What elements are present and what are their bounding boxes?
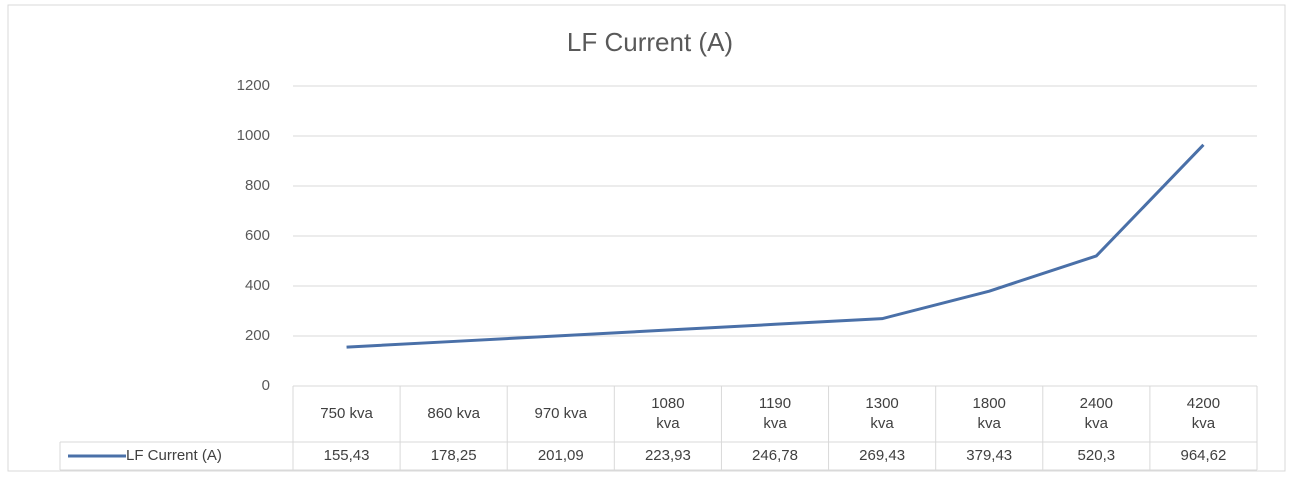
y-tick-label: 1000 (237, 127, 270, 144)
data-table-value: 155,43 (293, 442, 400, 470)
data-table-value: 223,93 (614, 442, 721, 470)
category-label: 2400 kva (1043, 386, 1150, 442)
data-table-value-text: 269,43 (859, 447, 906, 464)
y-tick-label: 200 (245, 327, 270, 344)
data-table-value-text: 178,25 (430, 447, 477, 464)
category-label: 1800 kva (936, 386, 1043, 442)
category-label-text: 1800 kva (972, 395, 1006, 432)
data-table-value-text: 223,93 (644, 447, 691, 464)
category-label: 4200 kva (1150, 386, 1257, 442)
data-table-value: 269,43 (829, 442, 936, 470)
data-table-value-text: 201,09 (537, 447, 584, 464)
category-label: 1300 kva (829, 386, 936, 442)
data-table-value: 178,25 (400, 442, 507, 470)
chart-border (7, 4, 1286, 472)
data-table-value: 201,09 (507, 442, 614, 470)
category-label: 1190 kva (721, 386, 828, 442)
data-table-value: 379,43 (936, 442, 1043, 470)
data-table-value-text: 379,43 (966, 447, 1013, 464)
data-table-value: 520,3 (1043, 442, 1150, 470)
category-label-text: 4200 kva (1186, 395, 1221, 432)
data-table-value: 246,78 (721, 442, 828, 470)
category-label: 970 kva (507, 386, 614, 442)
y-tick-label: 1200 (237, 77, 270, 94)
y-tick-label: 400 (245, 277, 270, 294)
legend-label: LF Current (A) (126, 442, 293, 470)
category-label-text: 970 kva (534, 405, 588, 422)
data-table-value-text: 964,62 (1180, 447, 1227, 464)
data-table-value-text: 246,78 (752, 447, 798, 464)
y-tick-label: 600 (245, 227, 270, 244)
y-tick-label: 800 (245, 177, 270, 194)
category-label-text: 860 kva (427, 405, 480, 422)
category-label-text: 750 kva (320, 405, 373, 422)
y-tick-label: 0 (262, 377, 270, 394)
category-label-text: 1080 kva (651, 395, 685, 432)
data-table-value-text: 520,3 (1077, 447, 1116, 464)
data-table-value: 964,62 (1150, 442, 1257, 470)
chart-title: LF Current (A) (567, 27, 733, 57)
legend-label-text: LF Current (A) (126, 447, 222, 464)
series-line (346, 143, 1205, 349)
category-label-text: 2400 kva (1079, 395, 1113, 432)
data-table-value-text: 155,43 (323, 447, 370, 464)
category-label: 860 kva (400, 386, 507, 442)
category-label: 750 kva (293, 386, 400, 442)
category-label-text: 1300 kva (865, 395, 899, 432)
category-label: 1080 kva (614, 386, 721, 442)
category-label-text: 1190 kva (758, 395, 792, 432)
